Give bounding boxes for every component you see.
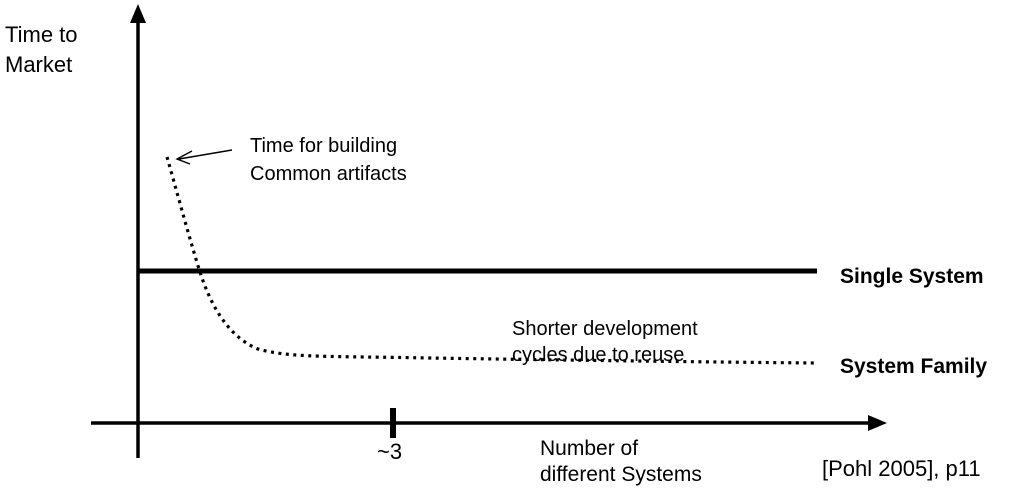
citation: [Pohl 2005], p11 <box>822 456 981 481</box>
x-axis-label: Number of different Systems <box>540 437 702 486</box>
x-axis-arrowhead-icon <box>868 415 887 431</box>
annotation-arrow-shaft <box>178 149 233 160</box>
single-system-label: Single System <box>840 265 984 288</box>
system-family-label: System Family <box>840 355 988 378</box>
annotation-arrowhead-icon <box>175 150 193 165</box>
annotation-reuse: Shorter development cycles due to reuse <box>512 318 698 366</box>
x-tick-label: ~3 <box>377 439 403 464</box>
annotation-common-artifacts: Time for building Common artifacts <box>250 135 407 185</box>
y-axis-label: Time to Market <box>5 22 78 77</box>
y-axis-arrowhead-icon <box>130 4 146 23</box>
